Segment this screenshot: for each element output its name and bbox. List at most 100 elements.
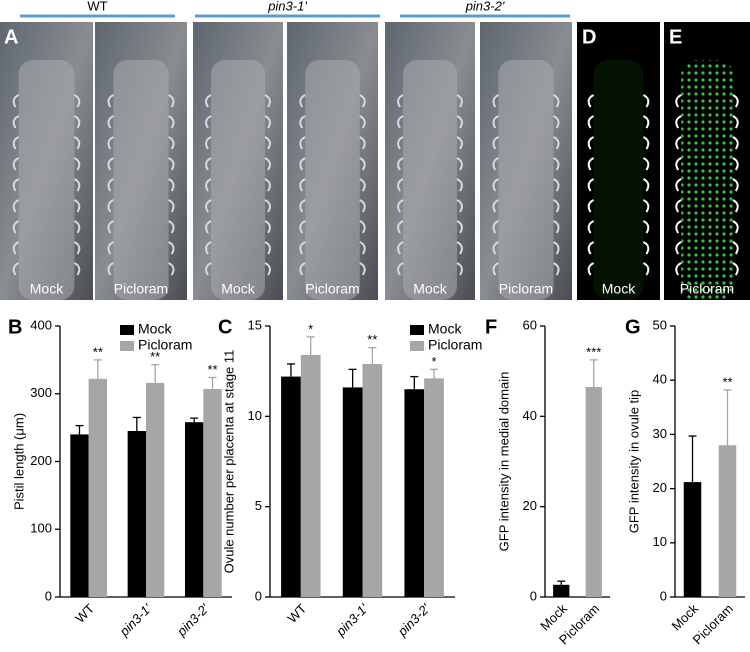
pistil xyxy=(681,60,733,300)
ovule xyxy=(107,136,175,150)
ovule xyxy=(675,115,739,129)
ovule xyxy=(107,241,175,255)
image-label: Picloram xyxy=(114,281,168,297)
pistil xyxy=(305,60,360,300)
ovule xyxy=(299,136,366,150)
ovule xyxy=(397,178,463,192)
panel-letter: C xyxy=(218,316,232,338)
bar xyxy=(300,354,321,597)
ovule xyxy=(397,220,463,234)
image-label: Picloram xyxy=(680,281,734,297)
ovule xyxy=(299,178,366,192)
ovule xyxy=(397,262,463,276)
ovule xyxy=(107,262,175,276)
ovule xyxy=(587,220,650,234)
ovule xyxy=(675,94,739,108)
ovule xyxy=(492,157,560,171)
legend-label: Picloram xyxy=(428,337,482,353)
pistil xyxy=(113,60,169,300)
ovule xyxy=(205,199,271,213)
y-tick-label: 10 xyxy=(248,408,262,423)
ovule xyxy=(492,178,560,192)
ovule xyxy=(675,241,739,255)
ovule xyxy=(299,241,366,255)
ovule xyxy=(107,157,175,171)
bar xyxy=(281,376,301,597)
ovule xyxy=(12,220,81,234)
ovule xyxy=(205,262,271,276)
ovule xyxy=(299,262,366,276)
image-label: Picloram xyxy=(499,281,553,297)
y-tick-label: 50 xyxy=(653,317,667,332)
ovule xyxy=(12,241,81,255)
ovule xyxy=(299,199,366,213)
bar xyxy=(70,434,89,597)
significance: ** xyxy=(150,349,160,364)
panel-letter: G xyxy=(625,316,641,338)
ovule xyxy=(587,241,650,255)
pistil xyxy=(211,60,265,300)
panel-letter: D xyxy=(582,26,596,48)
significance: ** xyxy=(367,332,377,347)
group-label: pin3-2' xyxy=(465,0,505,13)
ovule xyxy=(299,220,366,234)
y-tick-label: 20 xyxy=(523,498,537,513)
pistil xyxy=(593,60,644,300)
ovule xyxy=(397,136,463,150)
bar xyxy=(585,386,602,597)
ovule xyxy=(397,157,463,171)
ovule xyxy=(205,136,271,150)
pistil xyxy=(18,60,75,300)
ovule xyxy=(492,199,560,213)
bar xyxy=(184,422,204,597)
ovule xyxy=(205,157,271,171)
significance: * xyxy=(432,354,437,369)
y-axis-label: GFP intensity in ovule tip xyxy=(626,390,641,534)
y-tick-label: 0 xyxy=(255,588,262,603)
bar xyxy=(553,584,570,597)
x-tick-label: pin3-1' xyxy=(116,601,155,640)
bar xyxy=(718,445,737,597)
bar xyxy=(88,378,108,597)
ovule xyxy=(299,94,366,108)
y-tick-label: 30 xyxy=(653,426,667,441)
y-tick-label: 60 xyxy=(523,317,537,332)
ovule xyxy=(107,199,175,213)
ovule xyxy=(587,262,650,276)
panel-letter: B xyxy=(8,316,22,338)
ovule xyxy=(492,136,560,150)
y-tick-label: 40 xyxy=(653,372,667,387)
panel-letter: E xyxy=(669,26,682,48)
ovule xyxy=(299,157,366,171)
ovule xyxy=(675,178,739,192)
significance: * xyxy=(308,321,313,336)
ovule xyxy=(107,94,175,108)
ovule xyxy=(587,94,650,108)
bar xyxy=(127,431,146,597)
ovule xyxy=(675,199,739,213)
legend-label: Mock xyxy=(138,321,172,337)
y-tick-label: 400 xyxy=(30,317,52,332)
ovule xyxy=(587,157,650,171)
image-label: Picloram xyxy=(305,281,359,297)
ovule xyxy=(397,115,463,129)
y-tick-label: 0 xyxy=(45,588,52,603)
bar xyxy=(683,482,702,597)
ovule xyxy=(107,115,175,129)
y-tick-label: 15 xyxy=(248,317,262,332)
ovule xyxy=(205,241,271,255)
y-tick-label: 20 xyxy=(653,480,667,495)
legend-label: Picloram xyxy=(138,337,192,353)
ovule xyxy=(12,199,81,213)
y-tick-label: 40 xyxy=(523,408,537,423)
ovule xyxy=(299,115,366,129)
bar xyxy=(404,389,425,597)
ovule xyxy=(587,136,650,150)
ovule xyxy=(492,220,560,234)
panel-letter: F xyxy=(485,316,497,338)
ovule xyxy=(492,241,560,255)
legend-swatch xyxy=(410,325,424,335)
panel-letter: A xyxy=(4,26,18,48)
y-tick-label: 300 xyxy=(30,385,52,400)
